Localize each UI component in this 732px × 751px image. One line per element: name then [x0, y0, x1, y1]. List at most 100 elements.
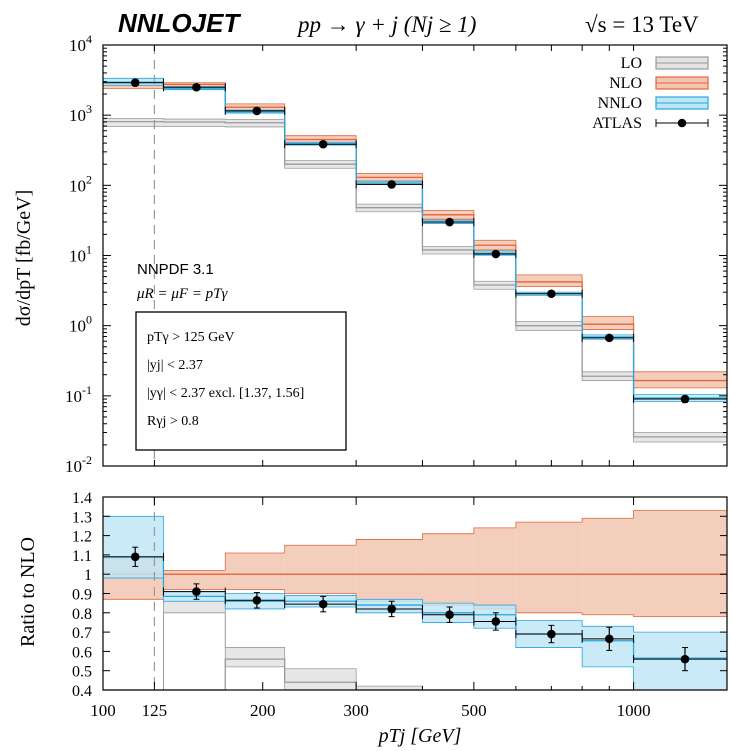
atlas-point-9 — [680, 654, 690, 664]
x-tick-label-1000: 1000 — [617, 701, 651, 720]
pdf-label: NNPDF 3.1 — [137, 261, 214, 278]
lo-band-4 — [356, 686, 423, 690]
cut-label-0: pTγ > 125 GeV — [147, 330, 235, 345]
ratio-ytick-label-3: 0.7 — [72, 625, 92, 642]
nnlo-band-8 — [582, 626, 634, 667]
cuts-box — [135, 311, 347, 451]
nlo-band-6 — [473, 527, 516, 609]
atlas-point-5 — [445, 610, 454, 620]
header: NNLOJET pp → γ + j (Nj ≥ 1) √s = 13 TeV — [118, 8, 699, 38]
lo-lower-edge — [103, 126, 727, 443]
main-ytick-base-2: 10 — [69, 317, 86, 336]
nnlo-band-6 — [473, 605, 516, 629]
process-label: pp → γ + j (Nj ≥ 1) — [296, 12, 476, 37]
main-ytick-exp-6: 4 — [86, 32, 92, 46]
nlo-band-7 — [515, 274, 583, 287]
main-ytick-label-0: 10-2 — [65, 453, 92, 476]
cut-label-1: |yj| < 2.37 — [147, 358, 203, 373]
main-ytick-base-4: 10 — [69, 176, 86, 195]
ratio-ytick-label-0: 0.4 — [72, 683, 92, 700]
lo-band-1 — [163, 119, 226, 127]
main-y-label: dσ/dpT [fb/GeV] — [13, 190, 35, 327]
atlas-point-4 — [387, 180, 396, 189]
lo-band-0 — [103, 118, 164, 127]
main-ytick-exp-5: 3 — [86, 102, 92, 116]
main-ytick-base-3: 10 — [69, 247, 86, 266]
nlo-upper-edge — [103, 510, 727, 571]
nlo-band-4 — [356, 539, 423, 602]
main-ytick-label-3: 101 — [69, 243, 92, 266]
atlas-point-9 — [680, 394, 690, 404]
atlas-point-4 — [387, 604, 396, 614]
nnlojet-logo: NNLOJET — [118, 8, 241, 38]
atlas-point-1 — [192, 82, 201, 92]
main-ytick-base-0: 10 — [65, 457, 82, 476]
legend: LO NLO NNLO ATLAS — [592, 55, 709, 132]
legend-label-nlo: NLO — [609, 75, 642, 92]
nlo-band-5 — [422, 533, 474, 606]
ratio-ytick-label-6: 1 — [84, 567, 92, 584]
ratio-ytick-label-2: 0.6 — [72, 644, 92, 661]
x-tick-label-300: 300 — [343, 701, 369, 720]
cuts-annotation: NNPDF 3.1 μR = μF = pTγ pTγ > 125 GeV |yj| … — [135, 261, 347, 451]
x-tick-label-200: 200 — [250, 701, 276, 720]
main-ytick-base-1: 10 — [65, 387, 82, 406]
ratio-ytick-label-8: 1.2 — [72, 529, 92, 546]
ratio-panel: 0.4 0.5 0.6 0.7 0.8 0.9 1 1.1 1.2 1.3 1.4 100 125 200… — [72, 490, 728, 720]
ratio-ytick-label-7: 1.1 — [72, 548, 92, 565]
atlas-point-6 — [491, 249, 501, 259]
ratio-y-label: Ratio to NLO — [17, 537, 39, 647]
nlo-band-2 — [225, 552, 285, 590]
nlo-band-3 — [284, 545, 357, 594]
ratio-ytick-label-10: 1.4 — [72, 490, 92, 507]
atlas-point-6 — [491, 617, 501, 626]
main-ytick-exp-3: 1 — [86, 243, 92, 257]
atlas-point-3 — [318, 139, 328, 149]
ratio-ytick-label-5: 0.9 — [72, 587, 92, 604]
atlas-point-3 — [318, 599, 328, 609]
atlas-point-7 — [547, 289, 556, 299]
atlas-point-2 — [252, 595, 262, 605]
x-tick-label-125: 125 — [142, 701, 168, 720]
nlo-band-9 — [633, 510, 727, 617]
atlas-point-8 — [604, 634, 614, 644]
main-ytick-base-5: 10 — [69, 106, 86, 125]
atlas-point-5 — [445, 217, 454, 227]
main-panel: 10-210-1100101102103104LONLONNLOATLASNNP… — [65, 32, 728, 476]
nlo-band-8 — [582, 316, 634, 330]
x-tick-label-100: 100 — [90, 701, 116, 720]
atlas-point-7 — [547, 629, 556, 639]
legend-label-nnlo: NNLO — [598, 95, 642, 112]
main-ytick-label-4: 102 — [69, 172, 92, 195]
main-ytick-label-6: 104 — [69, 32, 92, 55]
atlas-point-0 — [130, 78, 140, 88]
atlas-point-1 — [192, 587, 201, 596]
cut-label-2: |yγ| < 2.37 excl. [1.37, 1.56] — [147, 386, 304, 401]
main-ytick-label-1: 10-1 — [65, 383, 92, 406]
legend-label-lo: LO — [621, 55, 642, 72]
main-ytick-exp-1: -1 — [82, 383, 92, 397]
x-axis-label: pTj [GeV] — [377, 725, 462, 747]
ratio-ytick-label-4: 0.8 — [72, 606, 92, 623]
lo-band-2 — [225, 647, 285, 667]
ratio-ytick-label-9: 1.3 — [72, 509, 92, 526]
main-ytick-base-6: 10 — [69, 36, 86, 55]
main-ytick-exp-4: 2 — [86, 172, 92, 186]
scale-label: μR = μF = pTγ — [136, 286, 228, 302]
lo-band-3 — [284, 668, 357, 690]
legend-atlas-marker — [677, 118, 687, 128]
atlas-point-8 — [604, 333, 614, 343]
nnlo-band-9 — [633, 632, 727, 690]
lo-band-1 — [163, 601, 226, 613]
main-ytick-exp-2: 0 — [86, 313, 92, 327]
atlas-point-0 — [130, 552, 140, 562]
nlo-band-7 — [515, 522, 583, 613]
energy-label: √s = 13 TeV — [585, 12, 699, 37]
atlas-point-2 — [252, 106, 262, 116]
legend-label-atlas: ATLAS — [592, 115, 642, 132]
nlo-band-9 — [633, 371, 727, 388]
main-ytick-label-2: 100 — [69, 313, 92, 336]
cut-label-3: Rγj > 0.8 — [147, 414, 199, 429]
ratio-ytick-label-1: 0.5 — [72, 664, 92, 681]
